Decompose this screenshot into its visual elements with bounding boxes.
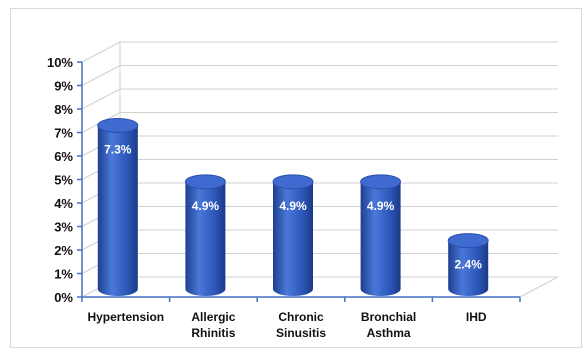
y-tick-label: 1%: [54, 267, 73, 282]
x-category-label: Hypertension: [87, 310, 164, 324]
bar-top: [272, 174, 314, 190]
bar-top: [447, 233, 489, 249]
bar-body: [273, 181, 313, 296]
gridline-depth: [81, 88, 121, 110]
data-label: 4.9%: [192, 199, 220, 213]
y-tick-label: 10%: [47, 55, 73, 70]
gridline-depth: [81, 41, 121, 63]
bars: [97, 117, 489, 297]
data-label: 2.4%: [455, 258, 483, 272]
y-tick-label: 8%: [54, 102, 73, 117]
bar-body: [360, 181, 401, 297]
gridline-depth: [81, 65, 121, 86]
labels: 0% 1% 2% 3% 4% 5% 6% 7% 8% 9% 10% 7.3% Hypertension 4…: [47, 55, 487, 340]
x-category-label: Bronchial Asthma: [361, 310, 416, 340]
bar-body: [448, 240, 489, 297]
y-tick-label: 3%: [54, 220, 73, 235]
x-category-label: IHD: [466, 310, 487, 324]
data-label: 4.9%: [279, 199, 307, 213]
y-tick-label: 0%: [54, 290, 73, 305]
data-label: 4.9%: [367, 199, 395, 213]
bar-top: [360, 174, 402, 190]
data-label: 7.3%: [104, 142, 132, 156]
y-tick-label: 6%: [54, 149, 73, 164]
y-tick-label: 5%: [54, 173, 73, 188]
bar-top: [97, 117, 139, 133]
y-tick-label: 7%: [54, 126, 73, 141]
bar: [272, 174, 314, 296]
bar-body: [97, 125, 138, 297]
floor-edge: [519, 276, 559, 298]
y-tick-label: 4%: [54, 196, 73, 211]
bar: [360, 174, 402, 297]
x-category-label: Chronic Sinusitis: [276, 310, 326, 340]
bar: [447, 233, 489, 297]
axes: [77, 42, 559, 302]
bar-body: [185, 181, 226, 297]
y-tick-label: 2%: [54, 243, 73, 258]
x-category-label: Allergic Rhinitis: [191, 310, 235, 340]
y-tick-label: 9%: [54, 79, 73, 94]
bar: [97, 117, 139, 297]
bar: [184, 174, 226, 297]
bar-top: [184, 174, 226, 190]
